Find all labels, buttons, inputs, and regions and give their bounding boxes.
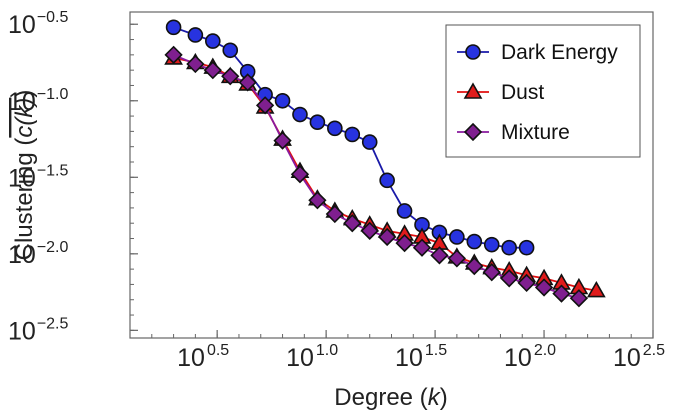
data-point-mixture (430, 246, 449, 265)
data-point-mixture (290, 165, 310, 184)
data-point-dark-energy (466, 233, 483, 250)
data-point-mixture (534, 278, 554, 297)
data-point-dark-energy (396, 203, 413, 219)
series-dark-energy (165, 19, 535, 256)
y-tick-label: 10−2.0 (8, 239, 69, 269)
data-point-mixture (360, 221, 379, 240)
x-axis-title-var: k (428, 384, 442, 411)
data-point-mixture (325, 204, 344, 224)
series-mixture (164, 45, 589, 308)
data-point-dark-energy (187, 27, 204, 43)
legend-marker-mixture (463, 122, 483, 142)
data-point-dark-energy (205, 33, 221, 49)
x-axis-title-text: Degree (334, 384, 413, 411)
legend-label: Dark Energy (501, 41, 618, 64)
data-point-dark-energy (449, 229, 465, 245)
data-point-mixture (255, 96, 275, 115)
legend: Dark Energy Dust Mixture (445, 24, 641, 158)
data-point-mixture (552, 284, 571, 303)
data-point-mixture (500, 269, 519, 288)
data-point-mixture (412, 238, 432, 257)
x-tick-label: 10 1.5 (395, 342, 447, 372)
data-point-mixture (308, 191, 327, 210)
data-point-mixture (517, 273, 536, 293)
data-point-dust (586, 280, 606, 298)
plot-series (164, 19, 606, 308)
data-point-dark-energy (501, 239, 517, 256)
legend-marker-dark-energy (465, 44, 481, 60)
data-point-mixture (395, 233, 414, 253)
legend-item-mixture: Mixture (457, 121, 570, 144)
data-point-mixture (203, 61, 222, 80)
x-tick-label: 10 0.5 (177, 342, 229, 372)
data-point-mixture (186, 54, 205, 74)
y-tick-label: 10−2.5 (8, 315, 69, 345)
data-point-dark-energy (165, 19, 182, 36)
data-point-dark-energy (327, 120, 343, 137)
legend-item-dust: Dust (457, 81, 544, 104)
data-point-dark-energy (518, 239, 535, 256)
data-point-dark-energy (344, 126, 361, 143)
data-point-dark-energy (274, 92, 291, 109)
y-tick-label: 10−0.5 (8, 9, 69, 39)
data-point-mixture (238, 73, 257, 92)
y-axis-title: Clustering (c(k)) (11, 90, 38, 261)
y-axis-title-var: c(k) (11, 98, 38, 138)
x-tick-label: 10 2.5 (613, 342, 665, 372)
legend-label: Dust (501, 81, 544, 104)
data-point-mixture (465, 256, 484, 276)
x-tick-label: 10 1.0 (286, 342, 338, 372)
data-point-mixture (569, 289, 589, 308)
x-tick-label: 10 2.0 (504, 342, 556, 372)
data-point-dark-energy (361, 134, 378, 150)
data-point-mixture (343, 214, 362, 233)
data-point-dark-energy (379, 172, 395, 189)
y-tick-label: 10−1.5 (8, 162, 69, 192)
data-point-mixture (482, 263, 501, 282)
data-point-mixture (273, 131, 292, 150)
x-axis-title: Degree (k) (334, 384, 447, 411)
data-point-dark-energy (292, 106, 308, 123)
data-point-mixture (447, 249, 467, 268)
legend-item-dark-energy: Dark Energy (457, 41, 618, 64)
legend-marker-dust (463, 82, 483, 99)
legend-label: Mixture (501, 121, 570, 144)
data-point-dark-energy (483, 236, 500, 253)
y-tick-label: 10−1.0 (8, 86, 69, 116)
x-axis-ticks: 10 0.5 10 1.0 10 1.5 10 2.0 10 2.5 (129, 330, 665, 372)
y-axis-title-text: Clustering (11, 152, 38, 260)
data-point-dark-energy (222, 42, 239, 59)
data-point-mixture (221, 67, 240, 86)
data-point-mixture (164, 45, 183, 64)
data-point-dark-energy (309, 114, 326, 130)
y-axis-ticks: 10−0.5 10−1.0 10−1.5 10−2.0 10−2.5 (8, 9, 138, 345)
data-point-mixture (378, 227, 397, 247)
